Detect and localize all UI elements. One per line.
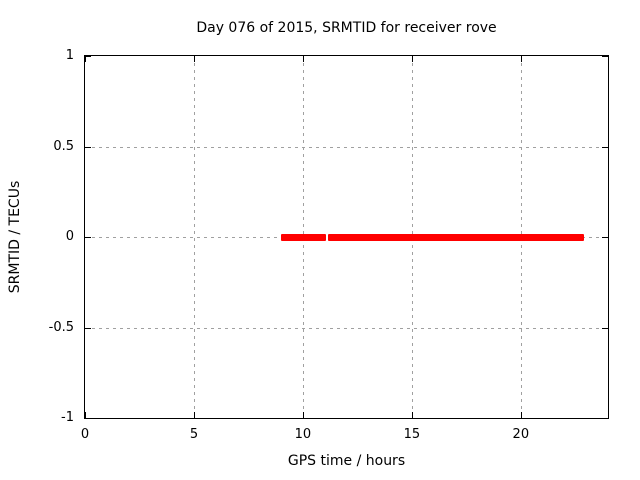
data-line-segment bbox=[328, 234, 584, 241]
x-tick-bottom bbox=[194, 412, 195, 418]
y-tick-label: -0.5 bbox=[48, 319, 74, 335]
y-tick-left bbox=[85, 237, 91, 238]
x-tick-top bbox=[303, 56, 304, 62]
y-tick-left bbox=[85, 418, 91, 419]
x-tick-label: 20 bbox=[512, 427, 530, 442]
y-gridline bbox=[85, 328, 608, 329]
y-tick-left bbox=[85, 147, 91, 148]
x-axis-label: GPS time / hours bbox=[287, 453, 406, 469]
x-tick-bottom bbox=[412, 412, 413, 418]
y-tick-right bbox=[602, 328, 608, 329]
y-tick-right bbox=[602, 147, 608, 148]
x-tick-label: 10 bbox=[294, 427, 312, 442]
y-tick-right bbox=[602, 56, 608, 57]
y-tick-left bbox=[85, 328, 91, 329]
data-line-segment bbox=[281, 234, 326, 241]
x-tick-bottom bbox=[303, 412, 304, 418]
y-axis-label: SRMTID / TECUs bbox=[7, 180, 23, 294]
y-tick-right bbox=[602, 418, 608, 419]
chart-title: Day 076 of 2015, SRMTID for receiver rov… bbox=[196, 20, 497, 36]
x-tick-label: 5 bbox=[189, 427, 199, 442]
y-gridline bbox=[85, 147, 608, 148]
x-tick-label: 0 bbox=[80, 427, 90, 442]
x-tick-top bbox=[412, 56, 413, 62]
plot-area bbox=[84, 55, 609, 419]
y-tick-label: 0 bbox=[65, 229, 74, 244]
x-tick-bottom bbox=[85, 412, 86, 418]
y-tick-label: -1 bbox=[61, 410, 74, 425]
x-tick-top bbox=[521, 56, 522, 62]
x-tick-top bbox=[85, 56, 86, 62]
x-tick-bottom bbox=[521, 412, 522, 418]
y-tick-label: 1 bbox=[65, 48, 74, 63]
y-tick-left bbox=[85, 56, 91, 57]
x-tick-top bbox=[194, 56, 195, 62]
x-tick-label: 15 bbox=[403, 427, 421, 442]
y-tick-right bbox=[602, 237, 608, 238]
y-tick-label: 0.5 bbox=[53, 138, 74, 154]
